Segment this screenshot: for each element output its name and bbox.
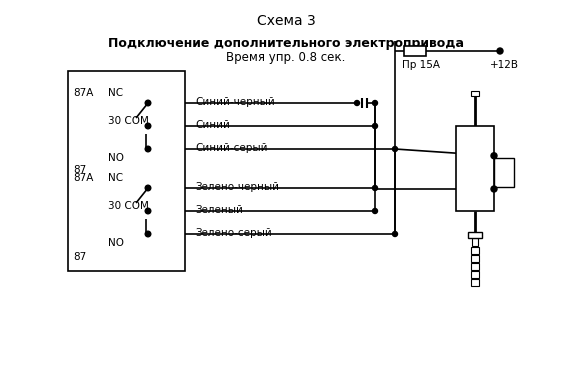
Circle shape <box>393 232 398 237</box>
Text: Синий-серый: Синий-серый <box>195 143 268 153</box>
Bar <box>472 238 478 246</box>
Text: Зелено-черный: Зелено-черный <box>195 182 279 192</box>
Circle shape <box>145 231 151 237</box>
Bar <box>68 71 185 271</box>
Bar <box>471 255 479 262</box>
Text: 87: 87 <box>73 252 87 262</box>
Text: Зеленый: Зеленый <box>195 205 243 215</box>
Circle shape <box>497 48 503 54</box>
Text: NO: NO <box>108 238 124 248</box>
Bar <box>471 279 479 286</box>
Text: 87A: 87A <box>73 88 93 98</box>
Circle shape <box>491 186 497 192</box>
Circle shape <box>372 186 378 190</box>
Text: 30 COM: 30 COM <box>108 201 149 211</box>
Text: Синий-черный: Синий-черный <box>195 97 274 107</box>
Bar <box>471 263 479 270</box>
Text: 87A: 87A <box>73 173 93 183</box>
Text: 30 COM: 30 COM <box>108 116 149 126</box>
Circle shape <box>372 123 378 128</box>
Bar <box>471 271 479 278</box>
Text: Синий: Синий <box>195 120 230 130</box>
Circle shape <box>372 101 378 106</box>
Bar <box>468 232 482 238</box>
Circle shape <box>145 123 151 129</box>
Bar <box>471 247 479 254</box>
Bar <box>471 91 479 96</box>
Text: Подключение дополнительного электропривода: Подключение дополнительного электроприво… <box>108 37 464 50</box>
Circle shape <box>145 185 151 191</box>
Circle shape <box>393 147 398 152</box>
Circle shape <box>372 208 378 213</box>
Text: NC: NC <box>108 173 123 183</box>
Circle shape <box>145 100 151 106</box>
Circle shape <box>145 146 151 152</box>
Text: Время упр. 0.8 сек.: Время упр. 0.8 сек. <box>226 51 346 64</box>
Text: 87: 87 <box>73 165 87 175</box>
Text: Схема 3: Схема 3 <box>257 14 315 28</box>
Text: NO: NO <box>108 153 124 163</box>
Text: Пр 15А: Пр 15А <box>402 60 440 70</box>
Text: NC: NC <box>108 88 123 98</box>
Circle shape <box>355 101 359 106</box>
Bar <box>404 46 426 56</box>
Circle shape <box>145 208 151 214</box>
Text: +12В: +12В <box>490 60 519 70</box>
Text: Зелено-серый: Зелено-серый <box>195 228 272 238</box>
Bar <box>456 126 494 211</box>
Bar <box>494 158 514 187</box>
Circle shape <box>491 153 497 159</box>
